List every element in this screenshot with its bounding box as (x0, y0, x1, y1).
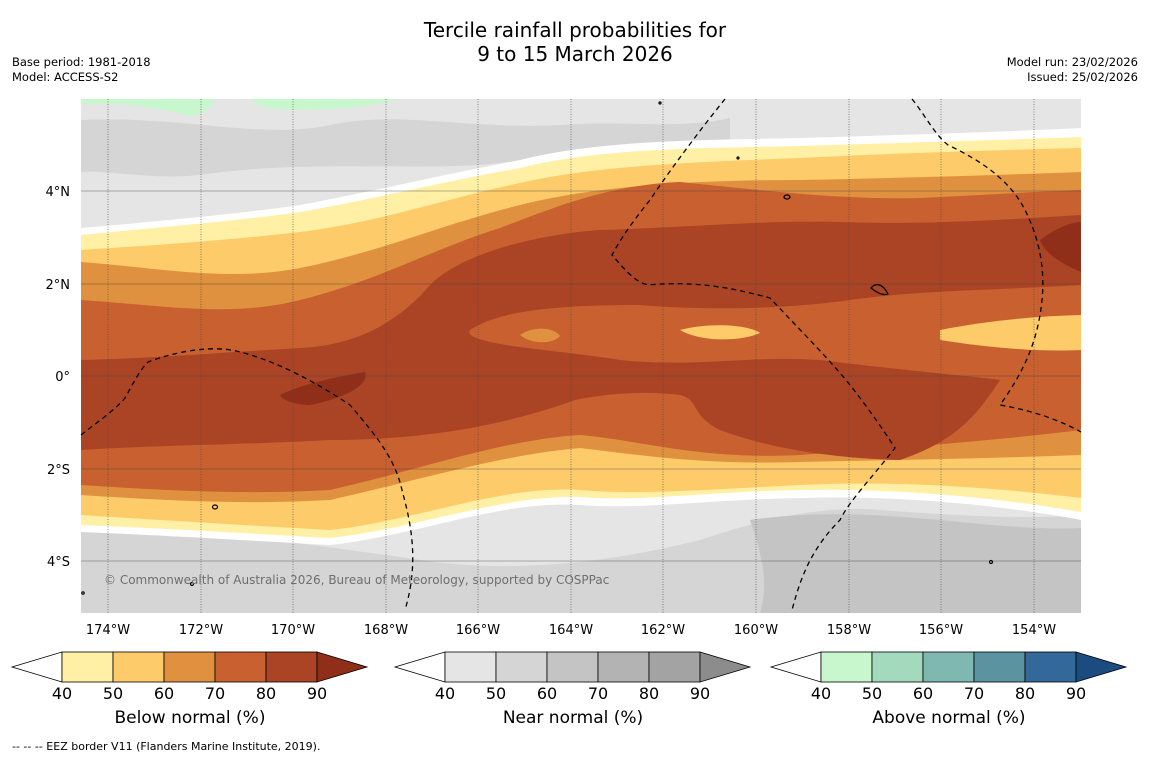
above-normal-patch-1 (81, 99, 215, 116)
above-normal-patch-2 (250, 99, 400, 110)
lat-label: 4°S (47, 555, 70, 570)
lon-label: 160°W (734, 623, 778, 638)
below-colorbar-tick: 40 (52, 684, 72, 703)
near-colorbar-segment (648, 651, 701, 683)
copyright-credit: © Commonwealth of Australia 2026, Bureau… (104, 573, 609, 587)
near-normal-60-south (750, 514, 1081, 613)
lat-label: 2°N (46, 278, 71, 293)
axis-labels: 174°W 172°W 170°W 168°W 166°W 164°W 162°… (46, 185, 1057, 638)
near-colorbar-tick: 40 (435, 684, 455, 703)
near-colorbar-tick: 50 (486, 684, 506, 703)
eez-borders (80, 98, 1082, 611)
below-colorbar-tick: 90 (307, 684, 327, 703)
below-colorbar-tick: 50 (103, 684, 123, 703)
lon-label: 166°W (456, 623, 500, 638)
issued-date: Issued: 25/02/2026 (1027, 70, 1138, 84)
title-line-2: 9 to 15 March 2026 (477, 42, 673, 66)
map-title: Tercile rainfall probabilities for 9 to … (0, 18, 1150, 66)
colorbars: 40 50 60 70 80 90 40 50 60 70 80 90 40 50 60 70 80 90 (10, 651, 1128, 703)
lon-label: 162°W (641, 623, 685, 638)
near-colorbar-segment (597, 651, 650, 683)
lon-label: 164°W (549, 623, 593, 638)
lon-label: 154°W (1012, 623, 1056, 638)
lon-label: 170°W (271, 623, 315, 638)
model-info: Base period: 1981-2018 Model: ACCESS-S2 (12, 55, 151, 85)
above-colorbar-segment (1024, 651, 1077, 683)
above-normal-label: Above normal (%) (872, 708, 1026, 728)
lat-label: 2°S (47, 463, 70, 478)
below-colorbar-tick: 60 (154, 684, 174, 703)
above-colorbar-tick: 70 (964, 684, 984, 703)
above-colorbar-min-arrow (769, 651, 822, 683)
below-normal-90-east (1040, 222, 1081, 272)
lat-label: 4°N (46, 185, 71, 200)
near-normal-label: Near normal (%) (502, 708, 644, 728)
below-colorbar-min-arrow (10, 651, 63, 683)
above-colorbar-segment (973, 651, 1026, 683)
above-colorbar-segment (820, 651, 873, 683)
above-colorbar-max-arrow (1075, 651, 1128, 683)
below-colorbar-segment (265, 651, 318, 683)
near-colorbar-segment (444, 651, 497, 683)
title-line-1: Tercile rainfall probabilities for (423, 18, 727, 42)
above-colorbar-segment (922, 651, 975, 683)
lon-label: 156°W (919, 623, 963, 638)
near-normal-50-north (81, 118, 730, 177)
above-colorbar-tick: 60 (913, 684, 933, 703)
lon-label: 174°W (86, 623, 130, 638)
graticule (81, 99, 1081, 613)
near-colorbar-segment (495, 651, 548, 683)
below-colorbar-segment (163, 651, 216, 683)
near-colorbar-tick: 80 (639, 684, 659, 703)
above-colorbar-tick: 80 (1015, 684, 1035, 703)
lon-label: 168°W (364, 623, 408, 638)
below-colorbar-segment (214, 651, 267, 683)
below-colorbar-segment (112, 651, 165, 683)
above-colorbar-tick: 90 (1066, 684, 1086, 703)
islands (81, 101, 994, 595)
lon-label: 172°W (179, 623, 223, 638)
below-colorbar-tick: 70 (205, 684, 225, 703)
eez-note: -- -- -- EEZ border V11 (Flanders Marine… (12, 740, 321, 753)
near-colorbar-tick: 60 (537, 684, 557, 703)
below-colorbar-tick: 80 (256, 684, 276, 703)
below-normal-50-east (940, 315, 1081, 351)
model-name: Model: ACCESS-S2 (12, 70, 119, 84)
base-period: Base period: 1981-2018 (12, 55, 151, 69)
near-colorbar-max-arrow (699, 651, 752, 683)
near-colorbar-min-arrow (393, 651, 446, 683)
above-colorbar-tick: 50 (862, 684, 882, 703)
lon-label: 158°W (827, 623, 871, 638)
lat-label: 0° (55, 370, 70, 385)
below-normal-90-west (280, 372, 366, 405)
run-info: Model run: 23/02/2026 Issued: 25/02/2026 (1007, 55, 1138, 85)
near-colorbar-tick: 90 (690, 684, 710, 703)
map-field (81, 99, 1081, 613)
below-normal-50-patch (680, 325, 760, 340)
below-colorbar-max-arrow (316, 651, 369, 683)
below-normal-label: Below normal (%) (114, 708, 266, 728)
model-run: Model run: 23/02/2026 (1006, 55, 1138, 69)
near-colorbar-tick: 70 (588, 684, 608, 703)
above-colorbar-segment (871, 651, 924, 683)
below-colorbar-segment (61, 651, 114, 683)
above-colorbar-tick: 40 (811, 684, 831, 703)
near-colorbar-segment (546, 651, 599, 683)
below-normal-60-patch (520, 328, 560, 343)
